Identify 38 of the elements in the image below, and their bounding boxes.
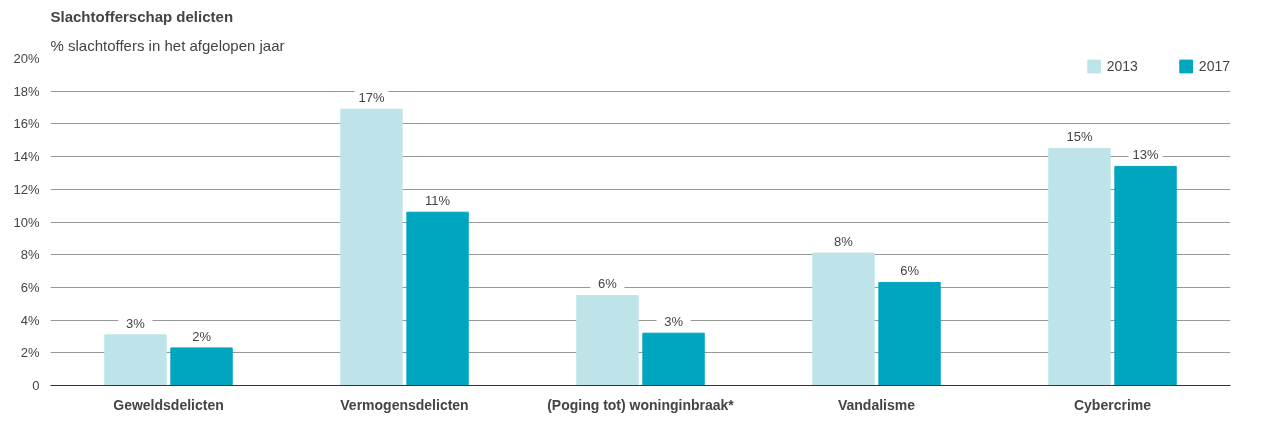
y-tick-label: 8% bbox=[20, 247, 40, 263]
data-label: 11% bbox=[425, 193, 451, 209]
y-tick-label: 20% bbox=[13, 51, 40, 66]
data-label: 3% bbox=[126, 315, 146, 331]
bar bbox=[340, 108, 403, 386]
y-tick-label: 18% bbox=[13, 83, 40, 99]
y-tick-label: 2% bbox=[20, 345, 40, 361]
legend-label: 2013 bbox=[1106, 58, 1138, 74]
x-tick-label: Cybercrime bbox=[1073, 396, 1152, 413]
data-label: 13% bbox=[1132, 147, 1159, 163]
y-tick-label: 10% bbox=[13, 214, 40, 230]
x-tick-label: Vermogensdelicten bbox=[340, 396, 469, 413]
data-label: 17% bbox=[358, 90, 385, 106]
bar bbox=[576, 295, 639, 386]
y-tick-label: 0 bbox=[32, 378, 40, 393]
bar bbox=[170, 347, 233, 386]
data-label: 3% bbox=[664, 314, 684, 330]
y-tick-label: 14% bbox=[13, 149, 40, 165]
data-label: 15% bbox=[1066, 129, 1093, 145]
bar bbox=[104, 334, 167, 386]
data-label: 2% bbox=[192, 328, 212, 344]
data-label: 6% bbox=[900, 263, 920, 279]
y-tick-label: 12% bbox=[13, 181, 40, 197]
data-label: 8% bbox=[834, 233, 854, 249]
x-tick-label: Geweldsdelicten bbox=[113, 396, 224, 413]
chart-title: Slachtofferschap delicten bbox=[50, 7, 234, 25]
bar bbox=[406, 211, 469, 386]
chart-subtitle: % slachtoffers in het afgelopen jaar bbox=[50, 36, 285, 54]
y-tick-label: 16% bbox=[13, 116, 40, 132]
bar bbox=[812, 252, 875, 386]
x-tick-label: (Poging tot) woninginbraak* bbox=[547, 396, 735, 413]
legend-label: 2017 bbox=[1198, 58, 1230, 74]
y-tick-label: 6% bbox=[20, 279, 40, 295]
bar bbox=[1114, 165, 1177, 386]
x-tick-label: Vandalisme bbox=[837, 396, 916, 413]
data-label: 6% bbox=[598, 276, 618, 292]
bar bbox=[642, 332, 705, 386]
y-tick-label: 4% bbox=[20, 312, 40, 328]
